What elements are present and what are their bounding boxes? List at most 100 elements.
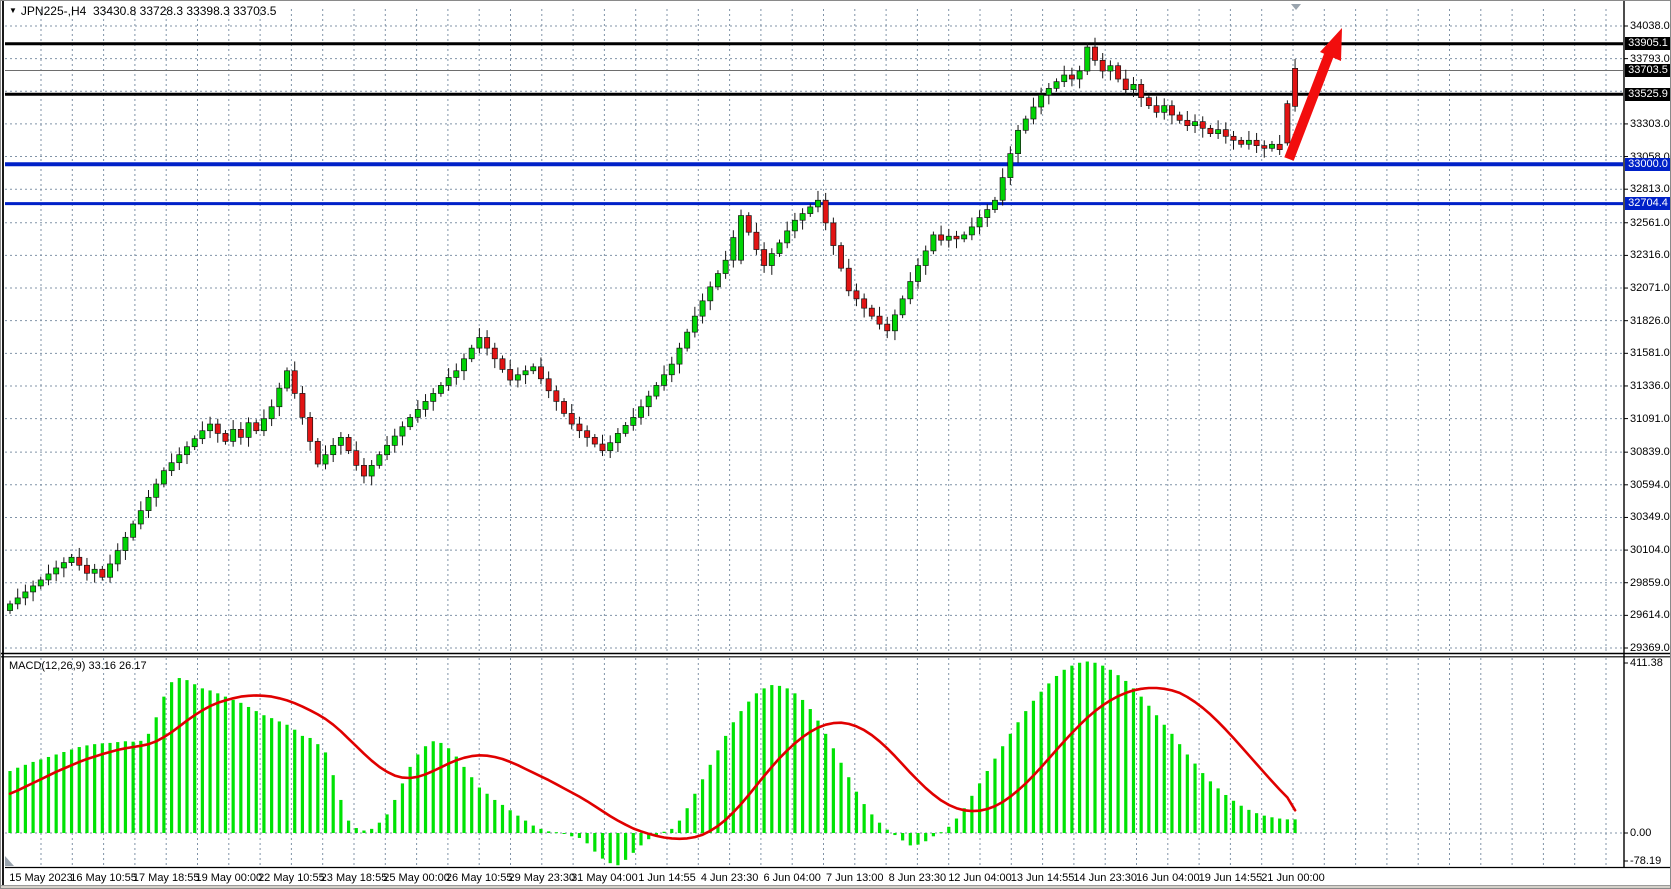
bear-candle <box>1138 83 1145 99</box>
macd-tick-label: -78.19 <box>1630 855 1662 867</box>
bear-candle <box>361 465 367 477</box>
macd-histogram-bar <box>970 795 974 833</box>
bull-candle <box>422 401 429 410</box>
bull-candle <box>376 454 383 466</box>
bear-candle <box>99 568 106 578</box>
bull-candle <box>330 445 337 456</box>
macd-histogram-bar <box>500 804 505 833</box>
macd-histogram-bar <box>554 832 558 834</box>
bull-candle <box>1030 106 1037 120</box>
bear-candle <box>853 290 860 300</box>
bear-candle <box>83 564 90 574</box>
macd-histogram-bar <box>1170 733 1174 833</box>
symbol-dropdown-icon[interactable]: ▼ <box>9 6 17 15</box>
bull-candle <box>7 603 13 611</box>
bear-candle <box>745 215 752 233</box>
bull-candle <box>461 358 467 372</box>
bear-candle <box>507 369 514 381</box>
bear-candle <box>545 378 552 392</box>
macd-histogram-bar <box>193 684 197 833</box>
macd-histogram-bar <box>254 711 258 833</box>
macd-histogram-bar <box>931 833 935 837</box>
bull-candle <box>191 438 198 448</box>
bear-candle <box>1153 105 1160 113</box>
bear-candle <box>345 437 352 452</box>
macd-histogram-bar <box>54 754 58 833</box>
bull-candle <box>891 314 898 332</box>
macd-histogram-bar <box>462 766 466 833</box>
macd-histogram-bar <box>239 702 243 833</box>
macd-histogram-bar <box>770 685 774 833</box>
bear-candle <box>1261 145 1268 149</box>
bull-candle <box>199 430 206 440</box>
price-badge-33703-5: 33703.5 <box>1625 64 1670 78</box>
bull-candle <box>984 209 991 218</box>
macd-histogram-bar <box>69 749 74 833</box>
macd-histogram-bar <box>8 771 12 833</box>
time-axis-label: 4 Jun 23:30 <box>700 872 759 884</box>
bull-candle <box>1161 105 1168 113</box>
macd-histogram-bar <box>1185 754 1189 833</box>
bull-candle <box>68 556 75 563</box>
macd-histogram-bar <box>185 680 189 833</box>
symbol-period-label: JPN225-,H4 <box>20 4 87 18</box>
macd-histogram-bar <box>508 810 512 833</box>
macd-histogram-bar <box>1162 724 1166 833</box>
macd-histogram-bar <box>947 826 951 833</box>
bull-candle <box>407 417 414 428</box>
bull-candle <box>284 370 290 389</box>
pane-resize-handle-icon[interactable] <box>5 856 14 866</box>
bear-candle <box>561 401 567 414</box>
bull-candle <box>476 337 483 349</box>
bull-candle <box>807 206 814 214</box>
bull-candle <box>160 470 167 485</box>
macd-histogram-bar <box>1270 817 1274 833</box>
macd-histogram-bar <box>77 747 81 833</box>
bull-candle <box>676 347 683 365</box>
bear-candle <box>214 423 221 434</box>
bear-candle <box>553 390 560 402</box>
macd-histogram-bar <box>893 833 897 836</box>
macd-histogram-bar <box>108 742 112 833</box>
bull-candle <box>514 374 521 381</box>
bull-candle <box>799 213 806 221</box>
bull-candle <box>992 199 998 210</box>
macd-histogram-bar <box>1231 800 1236 833</box>
macd-histogram-bar <box>1093 662 1097 833</box>
bull-candle <box>791 219 798 232</box>
bear-candle <box>1284 103 1291 144</box>
bull-candle <box>60 562 67 569</box>
bull-candle <box>1038 94 1045 108</box>
macd-histogram-bar <box>962 808 966 833</box>
macd-histogram-bar <box>570 833 574 837</box>
price-tick-label: 33303.0 <box>1630 117 1670 130</box>
bull-candle <box>999 177 1006 201</box>
trend-arrow-shaft[interactable] <box>1284 45 1337 161</box>
bear-candle <box>1207 127 1214 134</box>
bear-candle <box>838 245 845 269</box>
bull-candle <box>1130 83 1137 91</box>
macd-histogram-bar <box>800 699 805 833</box>
bull-candle <box>276 387 283 408</box>
macd-histogram-bar <box>639 833 643 846</box>
macd-histogram-bar <box>400 783 405 833</box>
bull-candle <box>1015 129 1021 154</box>
macd-histogram-bar <box>1062 669 1066 833</box>
macd-histogram-bar <box>985 771 989 833</box>
chart-shift-marker-icon[interactable] <box>1291 4 1301 10</box>
macd-histogram-bar <box>1254 813 1259 833</box>
bull-candle <box>776 242 783 254</box>
bull-candle <box>738 215 744 261</box>
macd-histogram-bar <box>977 783 982 833</box>
macd-histogram-bar <box>700 779 705 833</box>
macd-histogram-bar <box>1262 815 1266 833</box>
macd-histogram-bar <box>885 829 889 833</box>
macd-histogram-bar <box>523 820 528 833</box>
price-badge-32704-4: 32704.4 <box>1625 197 1670 211</box>
trend-arrow-head[interactable] <box>1320 28 1342 61</box>
price-tick-label: 32071.0 <box>1630 282 1670 295</box>
window-left-edge <box>2 1 4 888</box>
macd-histogram-bar <box>616 833 620 866</box>
bull-candle <box>699 300 706 317</box>
